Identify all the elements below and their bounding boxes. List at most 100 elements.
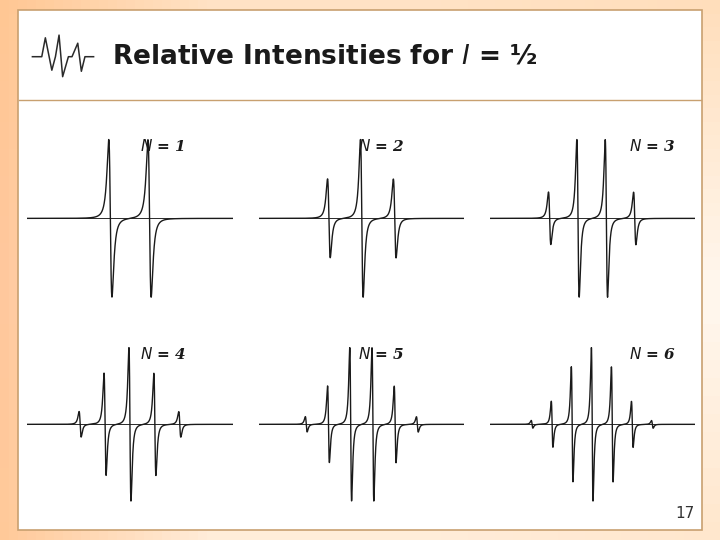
Bar: [621, 0, 630, 540]
Bar: [306, 0, 315, 540]
Bar: [45, 0, 54, 540]
Bar: [675, 0, 684, 540]
Bar: [162, 0, 171, 540]
Bar: [0, 162, 720, 180]
Bar: [225, 0, 234, 540]
Bar: [0, 0, 720, 18]
Bar: [126, 0, 135, 540]
Bar: [0, 252, 720, 270]
Bar: [117, 0, 126, 540]
Bar: [0, 144, 720, 162]
Bar: [630, 0, 639, 540]
Bar: [504, 0, 513, 540]
Bar: [315, 0, 324, 540]
Bar: [531, 0, 540, 540]
Bar: [504, 0, 513, 540]
Bar: [36, 0, 45, 540]
Bar: [0, 72, 720, 90]
Bar: [396, 0, 405, 540]
Bar: [531, 0, 540, 540]
Bar: [108, 0, 117, 540]
Bar: [234, 0, 243, 540]
Bar: [171, 0, 180, 540]
Text: $N$ = 3: $N$ = 3: [629, 138, 676, 153]
Bar: [0, 472, 720, 486]
Bar: [0, 310, 720, 324]
Bar: [0, 40, 720, 54]
Bar: [0, 504, 720, 522]
Bar: [0, 216, 720, 234]
Bar: [315, 0, 324, 540]
Bar: [0, 0, 9, 540]
Bar: [495, 0, 504, 540]
Bar: [0, 284, 720, 297]
Bar: [153, 0, 162, 540]
Bar: [594, 0, 603, 540]
Bar: [702, 0, 711, 540]
Bar: [18, 0, 27, 540]
Bar: [81, 0, 90, 540]
Bar: [0, 54, 720, 68]
Bar: [423, 0, 432, 540]
Bar: [477, 0, 486, 540]
Bar: [603, 0, 612, 540]
Bar: [0, 27, 720, 40]
Bar: [522, 0, 531, 540]
Bar: [243, 0, 252, 540]
Bar: [0, 135, 720, 148]
Bar: [405, 0, 414, 540]
Text: $N$ = 4: $N$ = 4: [140, 346, 186, 362]
Bar: [135, 0, 144, 540]
Text: Relative Intensities for $\mathit{I}$ = ½: Relative Intensities for $\mathit{I}$ = …: [112, 44, 538, 70]
Bar: [387, 0, 396, 540]
Bar: [459, 0, 468, 540]
Bar: [288, 0, 297, 540]
Bar: [243, 0, 252, 540]
Bar: [0, 324, 720, 342]
Bar: [0, 396, 720, 414]
Bar: [27, 0, 36, 540]
Bar: [0, 306, 720, 324]
Bar: [198, 0, 207, 540]
Bar: [0, 297, 720, 310]
Text: $N$ = 1: $N$ = 1: [140, 138, 185, 153]
Bar: [0, 36, 720, 54]
Bar: [0, 108, 720, 126]
Bar: [450, 0, 459, 540]
Bar: [0, 256, 720, 270]
Bar: [0, 0, 720, 14]
Bar: [9, 0, 18, 540]
Bar: [81, 0, 90, 540]
Bar: [585, 0, 594, 540]
Bar: [0, 364, 720, 378]
Text: 17: 17: [675, 505, 695, 521]
Bar: [675, 0, 684, 540]
Text: $N$ = 5: $N$ = 5: [358, 346, 404, 362]
Bar: [234, 0, 243, 540]
Bar: [360, 0, 369, 540]
Bar: [18, 0, 27, 540]
Bar: [576, 0, 585, 540]
Bar: [468, 0, 477, 540]
Bar: [288, 0, 297, 540]
Bar: [117, 0, 126, 540]
Bar: [612, 0, 621, 540]
Bar: [27, 0, 36, 540]
Bar: [297, 0, 306, 540]
Bar: [0, 108, 720, 122]
Bar: [0, 513, 720, 526]
Bar: [144, 0, 153, 540]
Bar: [216, 0, 225, 540]
Bar: [270, 0, 279, 540]
Bar: [639, 0, 648, 540]
Bar: [252, 0, 261, 540]
Bar: [72, 0, 81, 540]
Bar: [0, 324, 720, 338]
Bar: [585, 0, 594, 540]
Bar: [522, 0, 531, 540]
Bar: [63, 0, 72, 540]
Bar: [144, 0, 153, 540]
Bar: [0, 459, 720, 472]
Bar: [0, 18, 720, 36]
Bar: [0, 500, 720, 513]
